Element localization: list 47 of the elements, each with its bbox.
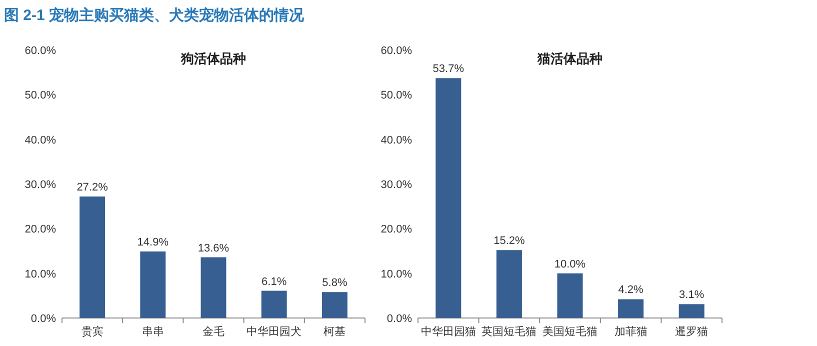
y-tick-label: 60.0%	[380, 45, 412, 57]
data-label: 14.9%	[137, 236, 169, 248]
x-tick-label: 英国短毛猫	[482, 325, 537, 338]
y-tick-label: 10.0%	[24, 268, 56, 280]
bar	[200, 257, 226, 318]
bar	[261, 290, 287, 318]
chart-title: 猫活体品种	[536, 51, 602, 66]
y-tick-label: 0.0%	[386, 313, 412, 325]
x-tick-label: 金毛	[202, 325, 224, 338]
y-tick-label: 40.0%	[380, 134, 412, 146]
x-tick-label: 美国短毛猫	[542, 325, 598, 338]
data-label: 6.1%	[262, 276, 287, 288]
data-label: 13.6%	[198, 242, 230, 254]
y-tick-label: 60.0%	[24, 45, 56, 57]
bar	[322, 292, 348, 318]
data-label: 15.2%	[494, 235, 526, 248]
y-tick-label: 20.0%	[24, 224, 56, 236]
data-label: 4.2%	[618, 284, 644, 296]
y-tick-label: 20.0%	[380, 224, 412, 236]
bar	[80, 196, 106, 318]
y-tick-label: 30.0%	[24, 179, 56, 191]
data-label: 3.1%	[679, 289, 704, 302]
bar	[496, 250, 522, 318]
bar	[678, 304, 704, 318]
y-tick-label: 0.0%	[30, 313, 56, 325]
x-tick-label: 暹罗猫	[675, 326, 708, 338]
y-tick-label: 50.0%	[24, 90, 56, 102]
data-label: 53.7%	[432, 63, 464, 76]
data-label: 5.8%	[322, 277, 348, 290]
bar	[140, 251, 166, 318]
x-tick-label: 柯基	[324, 325, 346, 338]
data-label: 27.2%	[76, 182, 108, 194]
data-label: 10.0%	[554, 258, 586, 270]
bar	[557, 273, 583, 318]
caption: 图 2-1 宠物主购买猫类、犬类宠物活体的情况	[4, 6, 306, 24]
y-tick-label: 30.0%	[380, 179, 412, 191]
y-tick-label: 40.0%	[24, 134, 56, 146]
y-tick-label: 50.0%	[380, 90, 412, 102]
x-tick-label: 贵宾	[81, 325, 104, 338]
x-tick-label: 中华田园猫	[420, 325, 476, 338]
y-tick-label: 10.0%	[380, 268, 412, 280]
x-tick-label: 加菲猫	[614, 325, 648, 338]
x-tick-label: 中华田园犬	[246, 325, 302, 338]
chart-title: 狗活体品种	[180, 51, 246, 66]
bar	[436, 78, 462, 318]
x-tick-label: 串串	[142, 325, 164, 338]
bar	[618, 299, 644, 318]
